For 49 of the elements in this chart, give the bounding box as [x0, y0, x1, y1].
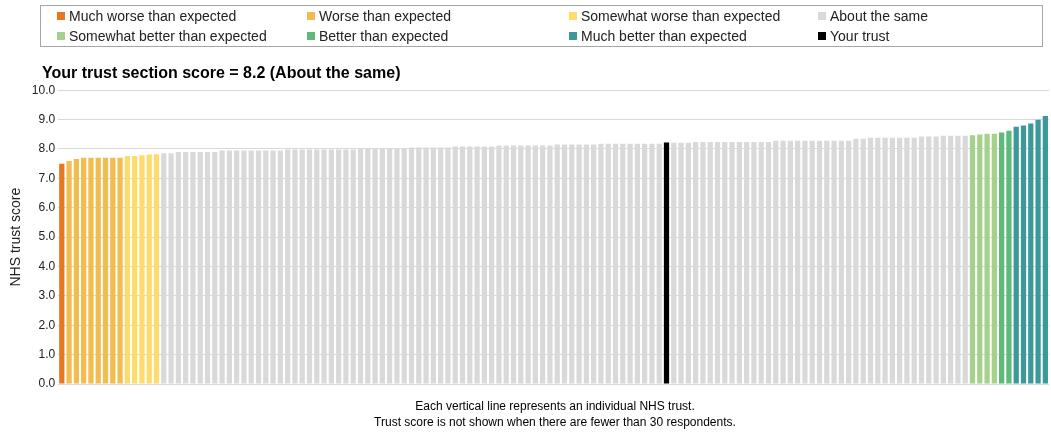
bar — [59, 163, 65, 384]
bar — [991, 133, 997, 384]
y-tick-label: 6.0 — [38, 200, 56, 215]
bar — [1020, 125, 1027, 384]
y-tick-label: 8.0 — [38, 141, 56, 156]
bar — [66, 161, 72, 384]
bar — [663, 142, 670, 384]
legend-label: Your trust — [830, 28, 890, 44]
y-tick-label: 3.0 — [38, 288, 56, 303]
bar — [102, 157, 109, 384]
y-tick-label: 5.0 — [38, 229, 56, 244]
bar — [81, 157, 87, 384]
y-axis-title: NHS trust score — [7, 187, 24, 287]
legend-label: Better than expected — [319, 28, 449, 44]
y-tick-label: 2.0 — [38, 317, 56, 332]
chart-title: Your trust section score = 8.2 (About the same) — [42, 64, 401, 82]
y-tick-label: 7.0 — [38, 170, 56, 185]
bar — [153, 154, 160, 384]
bar — [124, 156, 130, 384]
bar — [1006, 130, 1012, 384]
y-tick-label: 4.0 — [38, 258, 56, 273]
legend-label: Somewhat better than expected — [69, 28, 267, 44]
bar — [999, 132, 1005, 384]
y-tick-label: 0.0 — [38, 376, 56, 391]
bar — [73, 158, 79, 384]
bar — [1013, 126, 1019, 384]
bar — [977, 134, 983, 384]
bar — [95, 157, 101, 384]
bar — [984, 133, 990, 384]
legend-label: Much worse than expected — [69, 8, 237, 24]
bar — [1042, 116, 1048, 384]
y-tick-label: 10.0 — [31, 82, 56, 97]
bar — [1028, 123, 1034, 384]
y-tick-label: 9.0 — [38, 111, 56, 126]
bar — [88, 157, 94, 384]
bar — [110, 157, 116, 384]
y-tick-label: 1.0 — [38, 346, 56, 361]
bar — [139, 155, 145, 384]
legend-label: Much better than expected — [581, 28, 747, 44]
text: Trust score is not shown when there are fewer than 30 respondents. — [373, 414, 737, 430]
text: Each vertical line represents an individual NHS trust. — [414, 398, 696, 414]
bar — [969, 135, 976, 384]
legend-label: About the same — [830, 8, 929, 24]
legend-label: Worse than expected — [319, 8, 452, 24]
bar — [146, 154, 152, 384]
bar — [117, 157, 123, 384]
bar — [1035, 119, 1041, 384]
bar — [132, 156, 138, 384]
legend-label: Somewhat worse than expected — [581, 8, 781, 24]
